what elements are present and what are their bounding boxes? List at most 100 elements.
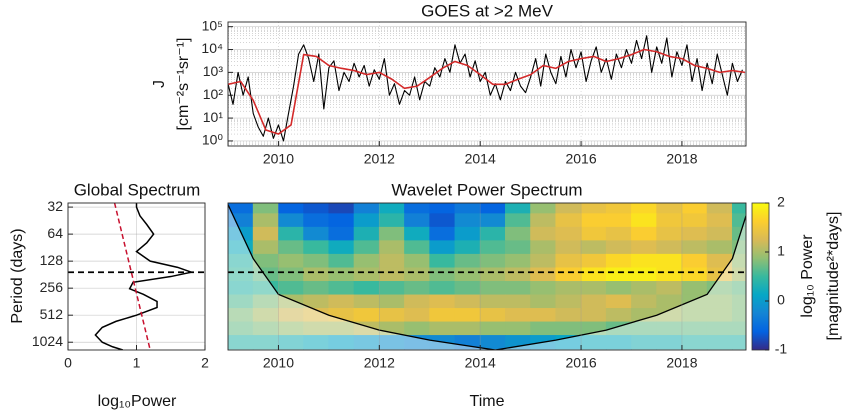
heatmap-cell bbox=[479, 226, 506, 242]
heatmap-cell bbox=[454, 240, 481, 255]
heatmap-cell bbox=[429, 294, 456, 309]
heatmap-cell bbox=[303, 226, 330, 242]
heatmap-cell bbox=[454, 203, 481, 215]
heatmap-cell bbox=[479, 240, 506, 255]
heatmap-cell bbox=[328, 335, 355, 350]
heatmap-cell bbox=[228, 267, 254, 282]
heatmap-cell bbox=[429, 308, 456, 323]
heatmap-cell bbox=[681, 321, 708, 336]
heatmap-cell bbox=[328, 253, 355, 269]
series-line bbox=[228, 35, 743, 142]
heatmap-cell bbox=[505, 321, 532, 336]
heatmap-cell bbox=[454, 253, 481, 269]
heatmap-cell bbox=[353, 294, 380, 309]
heatmap-cell bbox=[656, 335, 683, 350]
y-tick-label: 10⁰ bbox=[202, 132, 224, 148]
colorbar-tick-label: 1 bbox=[777, 243, 785, 259]
heatmap-cell bbox=[303, 335, 330, 350]
heatmap-cell bbox=[505, 203, 532, 215]
x-axis-label: Time bbox=[470, 393, 505, 410]
heatmap-cell bbox=[429, 281, 456, 296]
y-axis-label: Period (days) bbox=[9, 228, 26, 323]
heatmap-cell bbox=[429, 240, 456, 255]
heatmap-cell bbox=[378, 281, 405, 296]
heatmap-cell bbox=[479, 308, 506, 323]
heatmap-cell bbox=[404, 281, 431, 296]
y-tick-label: 10⁵ bbox=[202, 17, 223, 33]
heatmap-cell bbox=[378, 294, 405, 309]
y-tick-label: 128 bbox=[40, 252, 64, 268]
heatmap-cell bbox=[353, 335, 380, 350]
heatmap-cell bbox=[505, 253, 532, 269]
axes-box bbox=[227, 202, 747, 351]
heatmap-cell bbox=[505, 226, 532, 242]
heatmap-cell bbox=[555, 294, 582, 309]
heatmap-cell bbox=[731, 294, 746, 309]
heatmap-cell bbox=[681, 281, 708, 296]
plot-area bbox=[228, 35, 746, 142]
heatmap-cell bbox=[656, 213, 683, 228]
heatmap-cell bbox=[252, 321, 279, 336]
heatmap-cell bbox=[303, 294, 330, 309]
heatmap-cell bbox=[404, 294, 431, 309]
heatmap-cell bbox=[404, 240, 431, 255]
heatmap-cell bbox=[378, 267, 405, 282]
heatmap-cell bbox=[580, 240, 607, 255]
y-tick-label: 64 bbox=[47, 225, 63, 241]
heatmap-cell bbox=[605, 267, 632, 282]
heatmap-cell bbox=[605, 213, 632, 228]
y-tick-label: 10¹ bbox=[203, 109, 224, 125]
y-tick-label: 10² bbox=[203, 86, 224, 102]
coi-line bbox=[228, 204, 746, 350]
heatmap-cell bbox=[252, 213, 279, 228]
heatmap-cell bbox=[454, 321, 481, 336]
heatmap-cell bbox=[353, 203, 380, 215]
heatmap-cell bbox=[706, 253, 733, 269]
series-line bbox=[113, 203, 151, 350]
x-tick-label: 1 bbox=[133, 355, 141, 371]
heatmap-cell bbox=[631, 281, 658, 296]
heatmap-cell bbox=[681, 226, 708, 242]
y-tick-label: 10³ bbox=[203, 63, 224, 79]
heatmap-cell bbox=[429, 253, 456, 269]
heatmap-cell bbox=[454, 335, 481, 350]
x-tick-label: 2 bbox=[201, 355, 209, 371]
heatmap-cell bbox=[656, 253, 683, 269]
heatmap-cell bbox=[303, 240, 330, 255]
plot-area bbox=[94, 203, 195, 350]
x-tick-label: 2012 bbox=[364, 355, 395, 371]
x-tick-label: 0 bbox=[64, 355, 72, 371]
heatmap-cell bbox=[530, 321, 557, 336]
heatmap-cell bbox=[605, 321, 632, 336]
heatmap-cell bbox=[530, 253, 557, 269]
heatmap-cell bbox=[228, 203, 254, 215]
heatmap-cell bbox=[681, 308, 708, 323]
heatmap-cell bbox=[404, 308, 431, 323]
heatmap-cell bbox=[278, 335, 305, 350]
heatmap-cell bbox=[328, 321, 355, 336]
heatmap-cell bbox=[378, 213, 405, 228]
heatmap-cell bbox=[555, 240, 582, 255]
axes-box bbox=[227, 21, 747, 147]
heatmap-cell bbox=[454, 308, 481, 323]
heatmap-cell bbox=[530, 308, 557, 323]
heatmap-cell bbox=[404, 267, 431, 282]
heatmap-cell bbox=[252, 267, 279, 282]
heatmap-cell bbox=[353, 321, 380, 336]
heatmap-cell bbox=[731, 321, 746, 336]
heatmap-cell bbox=[731, 226, 746, 242]
heatmap-cell bbox=[555, 213, 582, 228]
heatmap-cell bbox=[656, 267, 683, 282]
heatmap-cell bbox=[555, 226, 582, 242]
heatmap-cell bbox=[530, 213, 557, 228]
coi-shade bbox=[228, 204, 746, 350]
heatmap-cell bbox=[479, 213, 506, 228]
plot-area bbox=[228, 203, 746, 350]
y-tick-label: 10⁴ bbox=[201, 40, 223, 56]
series-line bbox=[228, 48, 746, 135]
heatmap-cell bbox=[580, 281, 607, 296]
heatmap-cell bbox=[681, 267, 708, 282]
heatmap-cell bbox=[278, 213, 305, 228]
heatmap-cell bbox=[555, 203, 582, 215]
heatmap-cell bbox=[328, 213, 355, 228]
